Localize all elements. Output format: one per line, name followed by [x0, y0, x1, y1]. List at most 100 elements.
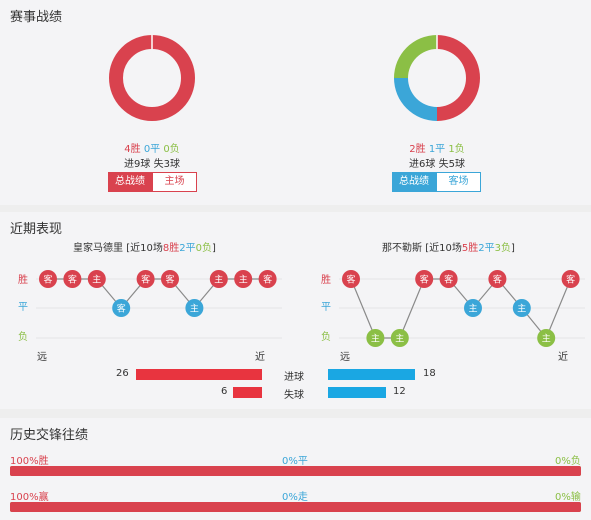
- home-xlabel-far: 远: [37, 352, 47, 363]
- away-form-venue-label: 客: [346, 274, 355, 286]
- away-form-venue-label: 主: [468, 303, 477, 315]
- home-ylabel-win: 胜: [18, 275, 28, 286]
- away-goals-against-value: 12: [393, 386, 406, 397]
- home-form-line: [48, 278, 268, 309]
- home-form-point[interactable]: [161, 270, 179, 288]
- history-handicap-win-pct: 100%赢: [10, 492, 49, 503]
- away-record-line: 2胜 1平 1负: [337, 140, 537, 155]
- away-xlabel-near: 近: [558, 352, 568, 363]
- home-form-point[interactable]: [39, 270, 57, 288]
- home-form-point[interactable]: [136, 270, 155, 288]
- away-recent-header: 那不勒斯 [近10场5胜2平3负]: [382, 243, 515, 254]
- away-form-venue-label: 客: [566, 274, 575, 286]
- away-form-venue-label: 客: [493, 274, 502, 286]
- away-form-venue-label: 主: [395, 333, 404, 345]
- away-form-point[interactable]: [439, 270, 458, 288]
- home-form-venue-label: 主: [190, 303, 199, 315]
- home-form-venue-label: 客: [165, 274, 174, 286]
- away-draws: 1平: [428, 144, 446, 155]
- tab-home-overall[interactable]: 总战绩: [108, 172, 152, 192]
- home-record-line: 4胜 0平 0负: [52, 140, 252, 155]
- away-ylabel-win: 胜: [321, 275, 331, 286]
- away-form-point[interactable]: [390, 329, 409, 347]
- home-donut-slice-win: [109, 35, 195, 121]
- away-losses: 1负: [448, 144, 465, 155]
- away-goals-for-value: 18: [423, 368, 436, 379]
- away-ylabel-draw: 平: [321, 302, 331, 313]
- home-team-name: 皇家马德里: [73, 243, 123, 254]
- home-form-point[interactable]: [112, 299, 131, 317]
- away-form-venue-label: 主: [542, 333, 551, 345]
- away-form-point[interactable]: [537, 329, 556, 347]
- away-form-point[interactable]: [464, 299, 482, 317]
- home-form-venue-label: 主: [92, 274, 101, 286]
- home-recent-draws: 2平: [179, 243, 196, 254]
- home-form-point[interactable]: [185, 299, 204, 317]
- away-goals-for-bar: [328, 369, 415, 380]
- away-form-point[interactable]: [561, 270, 580, 288]
- tab-home-venue[interactable]: 主场: [152, 172, 197, 192]
- home-losses: 0负: [163, 144, 180, 155]
- away-wins: 2胜: [409, 144, 426, 155]
- home-ylabel-loss: 负: [18, 332, 28, 343]
- away-goals-line: 进6球 失5球: [337, 155, 537, 170]
- away-form-point[interactable]: [366, 329, 385, 347]
- home-goals-against-bar: [233, 387, 262, 398]
- home-goals-for-value: 26: [116, 368, 129, 379]
- history-win-fill: [10, 502, 581, 512]
- home-form-venue-label: 客: [68, 274, 77, 286]
- away-form-venue-label: 主: [517, 303, 526, 315]
- away-recent-losses: 3负: [494, 243, 511, 254]
- summary-panel: 赛事战绩 4胜 0平 0负 进9球 失3球 总战绩 主场 2胜 1平 1负 进6…: [0, 0, 591, 205]
- history-handicap-push-pct: 0%走: [282, 492, 308, 503]
- home-record-tabs: 总战绩 主场: [108, 172, 197, 192]
- home-recent-header: 皇家马德里 [近10场8胜2平0负]: [73, 243, 216, 254]
- history-win-fill: [10, 466, 581, 476]
- home-form-point[interactable]: [258, 270, 277, 288]
- away-form-point[interactable]: [488, 270, 507, 288]
- home-goals-line: 进9球 失3球: [52, 155, 252, 170]
- away-donut-slice-win: [437, 35, 480, 121]
- history-handicap-loss-pct: 0%输: [555, 492, 581, 503]
- home-goals-against-value: 6: [221, 386, 228, 397]
- home-form-point[interactable]: [63, 270, 82, 288]
- away-form-point[interactable]: [342, 270, 360, 288]
- home-form-venue-label: 主: [239, 274, 248, 286]
- home-form-venue-label: 客: [263, 274, 272, 286]
- away-recent-draws: 2平: [478, 243, 495, 254]
- home-goals-conceded: 失3球: [153, 159, 180, 170]
- home-donut-chart: [109, 35, 195, 121]
- history-result-bar: [10, 466, 581, 476]
- home-form-venue-label: 客: [117, 303, 126, 315]
- away-ylabel-loss: 负: [321, 332, 331, 343]
- home-recent-losses: 0负: [195, 243, 212, 254]
- home-form-point[interactable]: [234, 270, 253, 288]
- home-form-venue-label: 客: [43, 274, 52, 286]
- home-ylabel-draw: 平: [18, 302, 28, 313]
- away-xlabel-far: 远: [340, 352, 350, 363]
- goals-for-label: 进球: [284, 372, 304, 383]
- history-handicap-bar: [10, 502, 581, 512]
- history-draw-pct: 0%平: [282, 456, 308, 467]
- home-draws: 0平: [143, 144, 161, 155]
- away-donut-slice-loss: [394, 35, 437, 78]
- away-goals-scored: 进6球: [409, 159, 436, 170]
- home-form-point[interactable]: [209, 270, 228, 288]
- history-win-pct: 100%胜: [10, 456, 49, 467]
- home-form-venue-label: 客: [141, 274, 150, 286]
- section-title-recent: 近期表现: [10, 222, 63, 237]
- section-title-summary: 赛事战绩: [10, 10, 63, 25]
- home-form-point[interactable]: [87, 270, 106, 288]
- away-recent-wins: 5胜: [461, 243, 479, 254]
- away-goals-conceded: 失5球: [438, 159, 465, 170]
- away-form-point[interactable]: [415, 270, 434, 288]
- tab-away-venue[interactable]: 客场: [436, 172, 481, 192]
- away-form-line: [350, 278, 572, 340]
- goals-against-label: 失球: [284, 390, 304, 401]
- away-donut-slice-draw: [394, 78, 437, 121]
- section-title-history: 历史交锋往绩: [10, 428, 89, 443]
- away-donut-chart: [394, 35, 480, 121]
- away-form-point[interactable]: [512, 299, 531, 317]
- history-loss-pct: 0%负: [555, 456, 581, 467]
- tab-away-overall[interactable]: 总战绩: [392, 172, 436, 192]
